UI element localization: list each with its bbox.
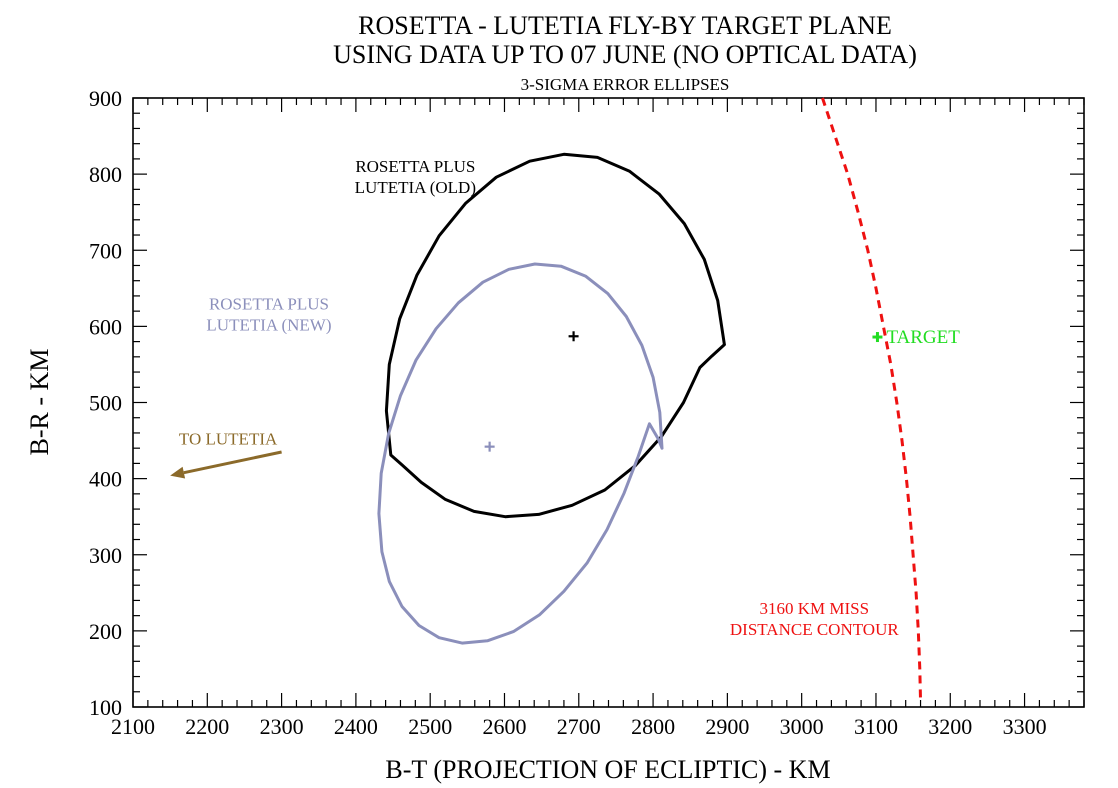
x-axis-label: B-T (PROJECTION OF ECLIPTIC) - KM (385, 755, 830, 784)
new-ellipse-label: LUTETIA (NEW) (206, 316, 331, 335)
x-tick-labels: 2100 2200 2300 2400 2500 2600 2700 2800 2900 3000… (111, 714, 1047, 739)
y-tick-labels: 100 200 300 400 500 600 700 800 900 (89, 86, 122, 720)
to-lutetia-arrow (170, 450, 282, 479)
old-ellipse-label: LUTETIA (OLD) (355, 178, 476, 197)
y-tick-label: 600 (89, 314, 122, 339)
chart-title: ROSETTA - LUTETIA FLY-BY TARGET PLANE (358, 11, 892, 40)
contour-label: 3160 KM MISS (760, 599, 870, 618)
x-tick-label: 3000 (780, 714, 824, 739)
target-marker (872, 332, 883, 343)
axis-ticks (132, 97, 1085, 708)
x-tick-label: 2100 (111, 714, 155, 739)
x-tick-label: 2300 (260, 714, 304, 739)
y-axis-label: B-R - KM (25, 349, 54, 456)
old-ellipse-label: ROSETTA PLUS (355, 157, 475, 176)
miss-distance-contour (821, 97, 922, 700)
x-tick-label: 2500 (408, 714, 452, 739)
x-tick-label: 3200 (928, 714, 972, 739)
chart-subtitle-ellipses: 3-SIGMA ERROR ELLIPSES (521, 75, 730, 94)
x-tick-label: 2900 (705, 714, 749, 739)
to-lutetia-label: TO LUTETIA (179, 429, 278, 448)
old-center-marker (568, 331, 579, 342)
x-tick-label: 3100 (854, 714, 898, 739)
new-error-ellipse (377, 262, 664, 645)
old-error-ellipse (384, 152, 726, 519)
x-tick-label: 2600 (482, 714, 526, 739)
y-tick-label: 500 (89, 391, 122, 416)
chart-subtitle: USING DATA UP TO 07 JUNE (NO OPTICAL DAT… (333, 40, 917, 69)
new-center-marker (484, 441, 495, 452)
y-tick-label: 200 (89, 619, 122, 644)
x-tick-label: 2400 (334, 714, 378, 739)
plot-content: ROSETTA PLUS LUTETIA (OLD) ROSETTA PLUS LUT… (170, 97, 960, 700)
y-tick-label: 700 (89, 238, 122, 263)
y-tick-label: 800 (89, 162, 122, 187)
x-tick-label: 2800 (631, 714, 675, 739)
x-tick-label: 2200 (185, 714, 229, 739)
contour-label: DISTANCE CONTOUR (730, 620, 899, 639)
y-tick-label: 100 (89, 695, 122, 720)
target-label: TARGET (886, 327, 960, 348)
x-tick-label: 2700 (557, 714, 601, 739)
y-tick-label: 300 (89, 543, 122, 568)
new-ellipse-label: ROSETTA PLUS (209, 295, 329, 314)
y-tick-label: 900 (89, 86, 122, 111)
x-tick-label: 3300 (1003, 714, 1047, 739)
plot-frame (132, 97, 1085, 708)
y-tick-label: 400 (89, 467, 122, 492)
